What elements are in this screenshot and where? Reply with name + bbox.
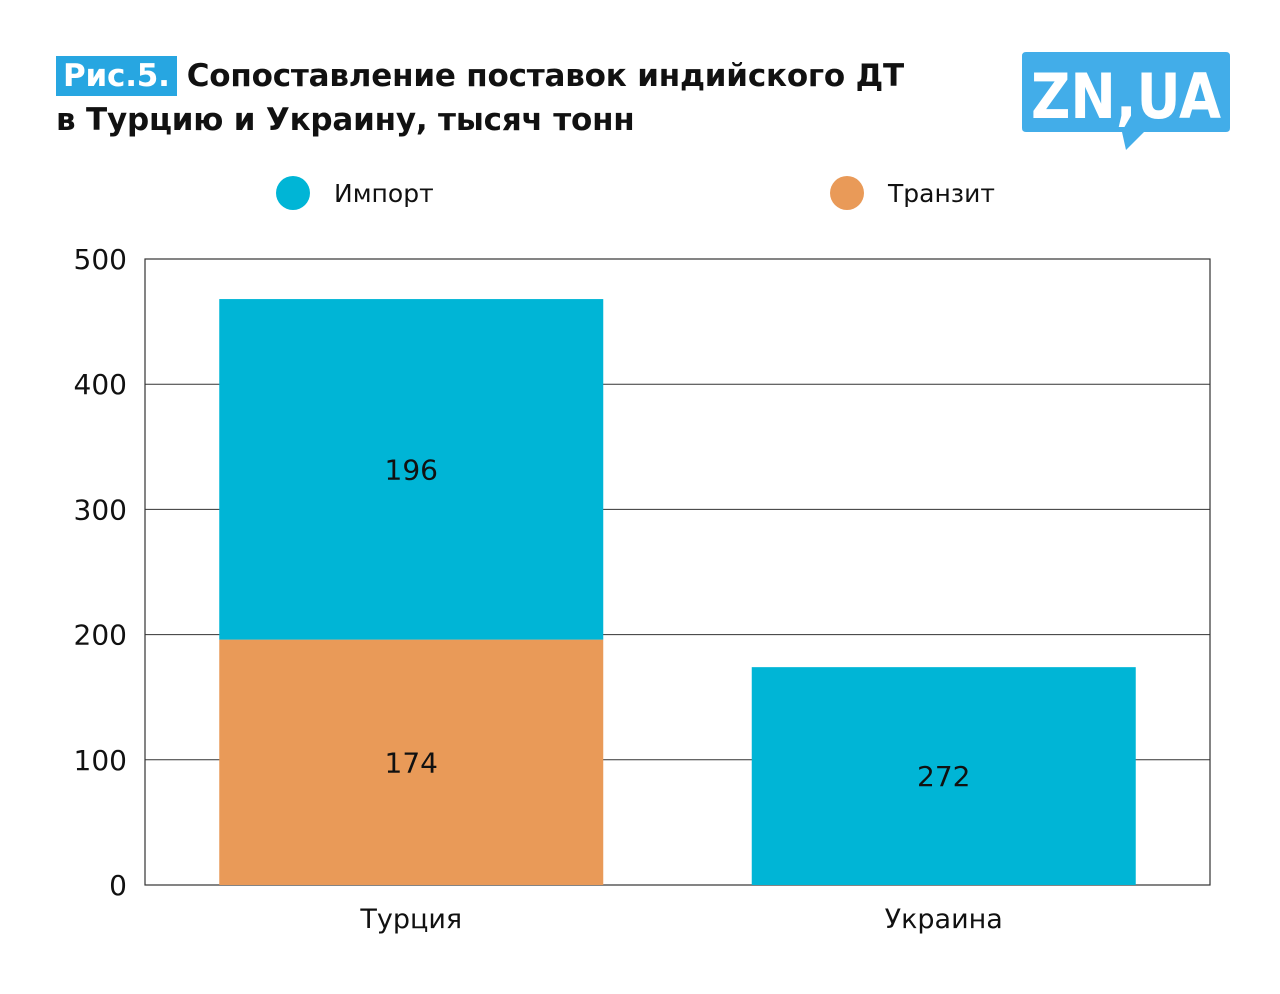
figure-label: Рис.5. (56, 56, 177, 96)
legend-label-transit: Транзит (888, 179, 995, 208)
legend-swatch-transit (830, 176, 864, 210)
y-tick-label: 0 (109, 869, 127, 902)
data-label: 272 (917, 760, 970, 793)
bar-segment (751, 667, 1136, 885)
y-tick-label: 100 (74, 744, 127, 777)
legend-swatch-import (276, 176, 310, 210)
legend-label-import: Импорт (334, 179, 434, 208)
y-tick-label: 200 (74, 619, 127, 652)
bar-segment (219, 299, 604, 640)
zn-ua-logo: ZN,UA (1022, 52, 1230, 150)
data-label: 196 (385, 453, 438, 486)
y-tick-label: 300 (74, 493, 127, 526)
chart-title: Рис.5. Сопоставление поставок индийского … (56, 54, 996, 142)
x-category-label: Турция (359, 904, 462, 935)
y-tick-label: 500 (74, 243, 127, 276)
plot-frame (144, 258, 1211, 886)
data-label: 174 (385, 746, 438, 779)
title-line-1: Рис.5. Сопоставление поставок индийского … (56, 54, 996, 98)
title-line-2: в Турцию и Украину, тысяч тонн (56, 102, 635, 138)
title-text-1: Сопоставление поставок индийского ДТ (186, 58, 904, 94)
y-tick-label: 400 (74, 368, 127, 401)
logo-text: ZN,UA (1031, 60, 1221, 133)
x-category-label: Украина (885, 904, 1003, 935)
bar-segment (219, 639, 604, 885)
